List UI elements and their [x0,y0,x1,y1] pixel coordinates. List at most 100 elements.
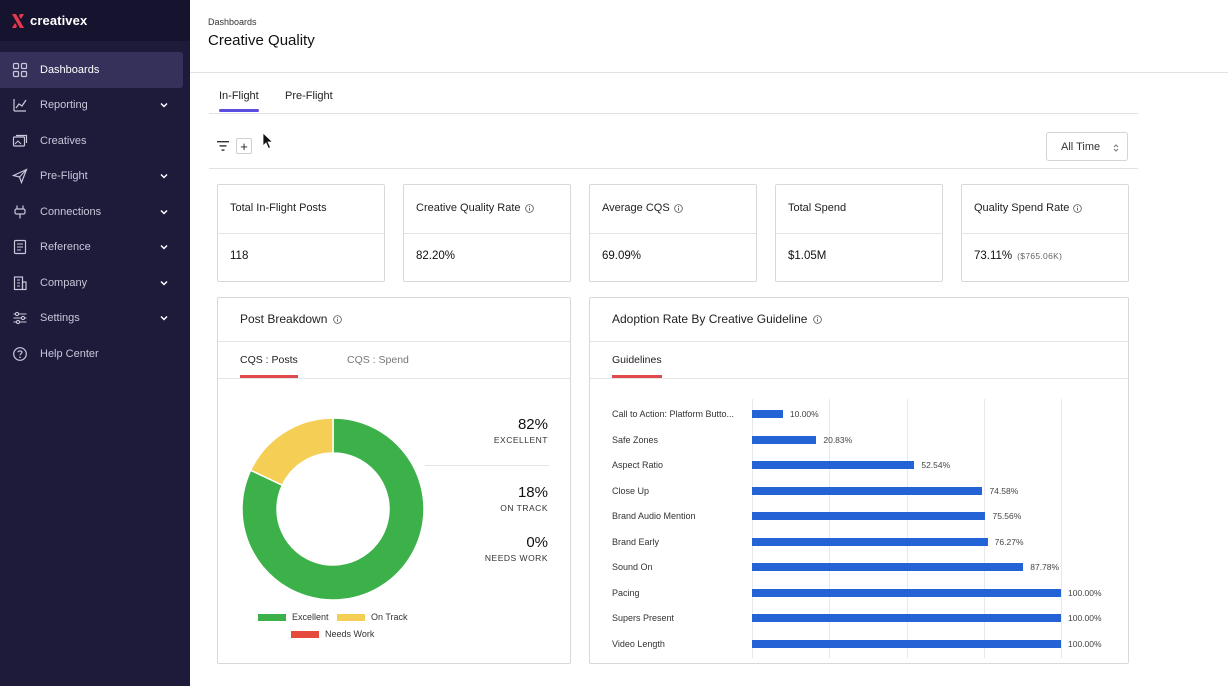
bar-label: Brand Early [612,536,660,547]
stat-needs-work: 0% NEEDS WORK [485,534,548,563]
bar-value-label: 10.00% [789,409,819,419]
chevron-down-icon[interactable] [159,242,169,252]
bar[interactable] [752,486,983,495]
tab-cqs-spend[interactable]: CQS : Spend [347,354,409,366]
add-filter-button[interactable]: + [236,138,252,154]
sidebar-item-help-center[interactable]: Help Center [0,336,190,372]
legend-on-track[interactable]: On Track [337,612,408,622]
sidebar-item-settings[interactable]: Settings [0,301,190,337]
select-arrows-icon [1113,144,1119,152]
adoption-rate-panel: Adoption Rate By Creative Guideline Guid… [589,297,1129,664]
filter-icon[interactable] [216,140,230,152]
legend-on-track-label: On Track [371,612,408,622]
donut-slice-on-track[interactable] [249,417,334,487]
stat-excellent-value: 82% [517,416,548,433]
kpi-value: 69.09% [602,250,641,262]
legend-excellent[interactable]: Excellent [258,612,329,622]
kpi-title-text: Quality Spend Rate [974,202,1070,214]
kpi-card-total-spend: Total Spend $1.05M [775,184,943,282]
page-header: Dashboards Creative Quality [190,0,1228,73]
bar[interactable] [752,461,915,469]
bar-label: Safe Zones [612,434,659,445]
info-icon[interactable] [333,314,343,324]
kpi-card-creative-quality-rate: Creative Quality Rate 82.20% [403,184,571,282]
breadcrumb[interactable]: Dashboards [208,17,257,27]
stat-divider [425,465,549,466]
bar[interactable] [752,614,1061,622]
sidebar-item-creatives[interactable]: Creatives [0,123,190,159]
tab-cqs-posts[interactable]: CQS : Posts [240,354,298,378]
sidebar-item-dashboards[interactable]: Dashboards [0,52,183,88]
filter-toolbar: + All Time [209,126,1138,169]
kpi-title: Total In-Flight Posts [230,202,327,214]
stat-on-track: 18% ON TRACK [500,484,548,513]
legend-needs-work[interactable]: Needs Work [291,629,374,639]
bar-label: Close Up [612,485,650,496]
kpi-divider [218,233,384,234]
logo[interactable]: creativex [0,0,190,41]
post-breakdown-title: Post Breakdown [240,312,343,326]
bar-value-label: 20.83% [823,434,853,445]
legend-excellent-label: Excellent [292,612,329,622]
kpi-title-text: Creative Quality Rate [416,202,521,214]
bar-row: Brand Early 76.27% [612,536,1112,548]
info-icon[interactable] [813,314,823,324]
app-name: creativex [30,13,88,28]
tab-pre-flight[interactable]: Pre-Flight [285,90,333,102]
info-icon[interactable] [673,203,683,213]
gridline [1061,399,1062,658]
bar-value-label: 74.58% [989,485,1019,496]
sidebar-item-reference[interactable]: Reference [0,230,190,266]
bar-label: Video Length [612,638,665,649]
bar[interactable] [752,537,988,546]
donut-slice-excellent[interactable] [241,417,425,601]
kpi-value-text: 69.09% [602,250,642,262]
kpi-value-text: 82.20% [416,250,456,262]
stat-needs-work-value: 0% [526,534,548,551]
kpi-divider [404,233,570,234]
bar[interactable] [752,563,1024,571]
tab-guidelines[interactable]: Guidelines [612,354,662,378]
post-breakdown-panel: Post Breakdown CQS : Posts CQS : Spend 8… [217,297,571,664]
paper-plane-icon [12,168,28,185]
sidebar-item-company[interactable]: Company [0,265,190,301]
stat-on-track-label: ON TRACK [500,503,548,513]
chart-icon [13,99,27,112]
post-breakdown-tabs: CQS : Posts CQS : Spend [218,341,570,379]
bar[interactable] [752,512,986,520]
image-stack-icon [12,134,28,147]
bar-row: Pacing 100.00% [612,587,1112,599]
gridline [906,399,908,658]
chevron-down-icon[interactable] [159,171,169,181]
kpi-title: Total Spend [788,202,846,214]
sidebar-item-reporting[interactable]: Reporting [0,88,190,124]
gridline [983,399,985,658]
sidebar-item-connections[interactable]: Connections [0,194,190,230]
chevron-down-icon[interactable] [159,313,169,323]
kpi-value: 118 [230,250,248,262]
donut-chart [241,417,425,601]
kpi-value: 73.11% ($765.06K) [974,250,1062,262]
kpi-divider [776,233,942,234]
chevron-down-icon[interactable] [159,207,169,217]
bar[interactable] [752,435,817,444]
legend-swatch-on-track [337,613,365,621]
chevron-down-icon[interactable] [159,100,169,110]
bar[interactable] [752,588,1061,597]
bar[interactable] [752,639,1061,648]
bar-value-label: 100.00% [1068,587,1102,598]
kpi-divider [962,233,1128,234]
tab-in-flight[interactable]: In-Flight [219,90,259,112]
bar[interactable] [752,410,783,418]
info-icon[interactable] [1073,203,1083,213]
kpi-card-total-in-flight-posts: Total In-Flight Posts 118 [217,184,385,282]
kpi-value-text: 73.11% [974,250,1013,262]
chevron-down-icon[interactable] [159,278,169,288]
bar-row: Call to Action: Platform Butto... 10.00% [612,408,1112,420]
bar-value-label: 76.27% [994,536,1024,547]
time-range-select[interactable]: All Time [1046,132,1128,161]
info-icon[interactable] [524,203,534,213]
bar-value-label: 87.78% [1030,562,1060,572]
sidebar-item-pre-flight[interactable]: Pre-Flight [0,159,190,195]
creativex-logo-icon [12,13,24,28]
